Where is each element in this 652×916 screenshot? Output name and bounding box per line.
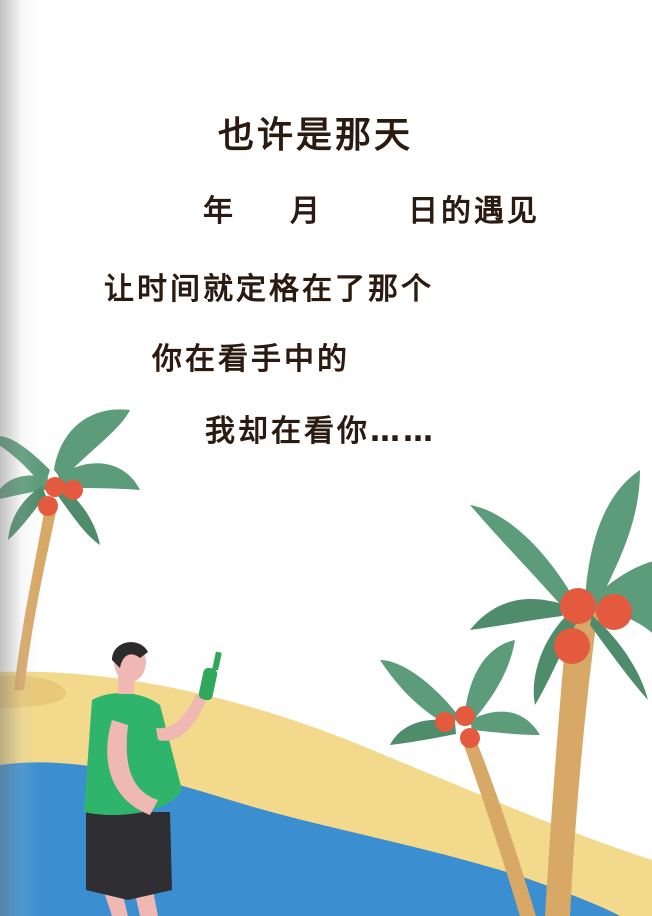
poem-date-month: 月 [290,194,323,229]
page-edge-shade [0,0,40,916]
palm-tree-icon [470,470,652,916]
palm-tree-icon [0,409,140,690]
person-figure [84,642,206,916]
poem-line-4: 你在看手中的 [152,342,350,377]
poem-line-3: 让时间就定格在了那个 [104,272,434,307]
poem-date-day: 日的遇见 [408,194,540,229]
bottle-icon [198,651,222,701]
poem-date-year: 年 [203,194,236,229]
palm-tree-icon [380,640,540,916]
poem-line-5: 我却在看你…… [205,414,436,449]
poem-title: 也许是那天 [218,115,414,156]
